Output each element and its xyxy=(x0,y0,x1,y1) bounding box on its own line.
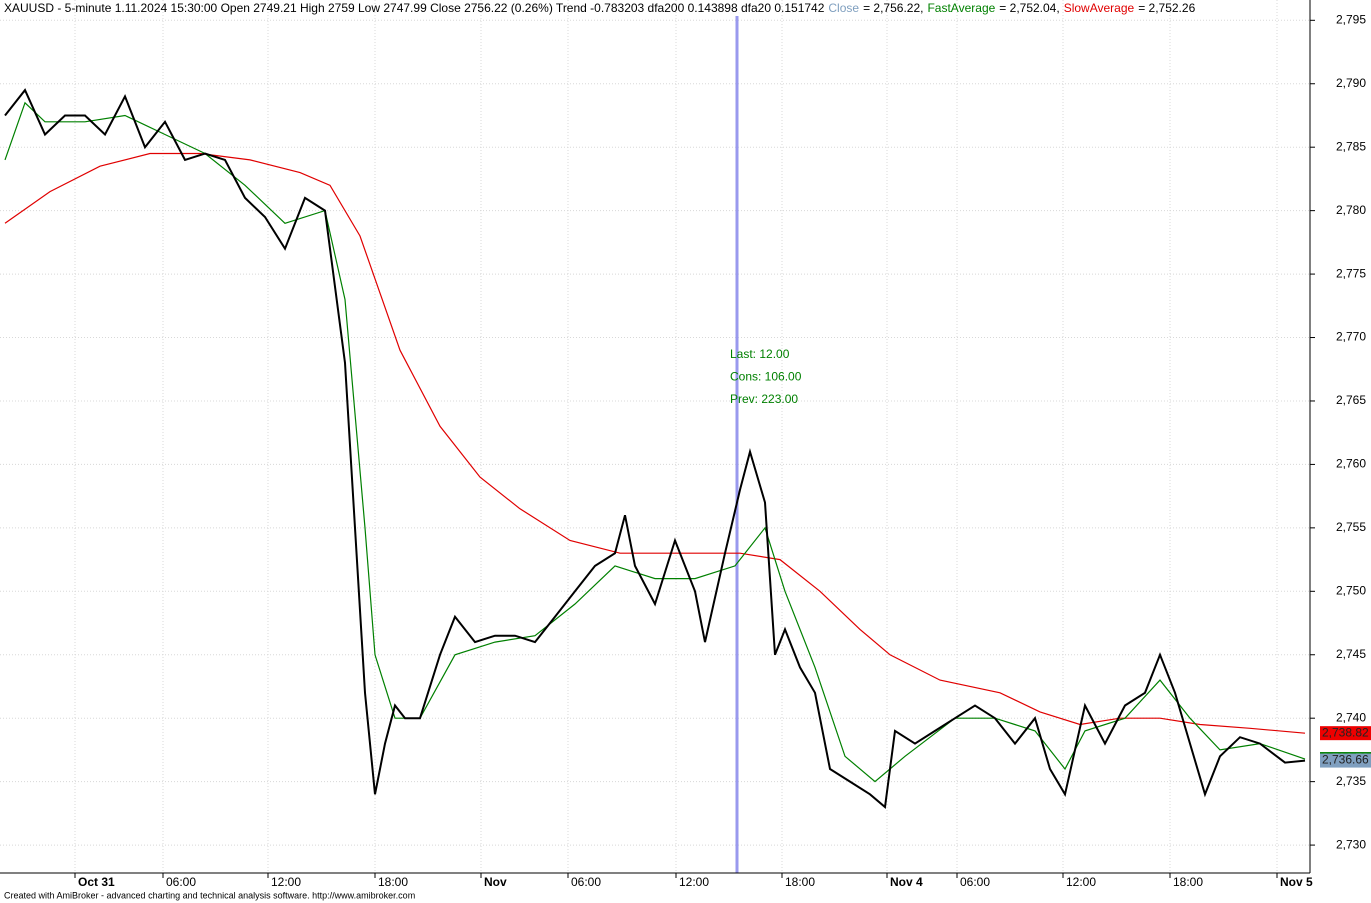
y-tick-label: 2,770 xyxy=(1336,330,1366,344)
plot: Last: 12.00 Cons: 106.00 Prev: 223.00 xyxy=(4,16,1306,873)
y-tick-label: 2,790 xyxy=(1336,76,1366,90)
x-tick-label: 06:00 xyxy=(166,875,196,889)
y-tick-label: 2,795 xyxy=(1336,12,1366,26)
grid xyxy=(0,0,1310,873)
y-tick-label: 2,775 xyxy=(1336,266,1366,280)
annotation-text: Cons: 106.00 xyxy=(730,370,802,384)
y-tick-label: 2,780 xyxy=(1336,203,1366,217)
x-tick-label: 12:00 xyxy=(679,875,709,889)
y-tick-label: 2,755 xyxy=(1336,520,1366,534)
price-tag-label: 2,736.66 xyxy=(1322,753,1369,767)
y-tick-label: 2,765 xyxy=(1336,393,1366,407)
annotation-text: Last: 12.00 xyxy=(730,347,790,361)
x-tick-label: Nov xyxy=(484,875,507,889)
x-tick-label: Oct 31 xyxy=(78,875,115,889)
series-line xyxy=(4,152,1306,734)
legend-name: Close xyxy=(828,1,859,15)
y-tick-label: 2,740 xyxy=(1336,710,1366,724)
y-tick-label: 2,745 xyxy=(1336,647,1366,661)
legend-name: FastAverage xyxy=(927,1,995,15)
legend-name: SlowAverage xyxy=(1064,1,1135,15)
legend-value: = 2,752.04, xyxy=(999,1,1059,15)
title-text: XAUUSD - 5-minute 1.11.2024 15:30:00 Ope… xyxy=(4,1,825,15)
axes: 2,730 2,735 2,740 2,745 2,750 2,755 2,760 2,765… xyxy=(74,12,1371,889)
x-tick-label: 18:00 xyxy=(785,875,815,889)
x-tick-label: Nov 5 xyxy=(1280,875,1313,889)
footer: Created with AmiBroker - advanced charti… xyxy=(4,890,415,900)
series-line xyxy=(4,88,1306,809)
x-tick-label: 06:00 xyxy=(571,875,601,889)
x-tick-label: 12:00 xyxy=(271,875,301,889)
price-tag xyxy=(1320,753,1371,768)
x-tick-label: 06:00 xyxy=(960,875,990,889)
y-tick-label: 2,785 xyxy=(1336,139,1366,153)
price-tag-label: 2,738.82 xyxy=(1322,725,1369,739)
y-tick-label: 2,760 xyxy=(1336,457,1366,471)
x-tick-label: 18:00 xyxy=(378,875,408,889)
legend-value: = 2,752.26 xyxy=(1138,1,1195,15)
y-tick-label: 2,750 xyxy=(1336,583,1366,597)
chart-title: XAUUSD - 5-minute 1.11.2024 15:30:00 Ope… xyxy=(4,1,1196,15)
x-tick-label: 18:00 xyxy=(1173,875,1203,889)
y-tick-label: 2,735 xyxy=(1336,774,1366,788)
x-tick-label: Nov 4 xyxy=(890,875,923,889)
annotation-text: Prev: 223.00 xyxy=(730,392,798,406)
x-tick-label: 12:00 xyxy=(1066,875,1096,889)
y-tick-label: 2,730 xyxy=(1336,837,1366,851)
legend-value: = 2,756.22, xyxy=(863,1,923,15)
price-tag xyxy=(1320,726,1371,741)
